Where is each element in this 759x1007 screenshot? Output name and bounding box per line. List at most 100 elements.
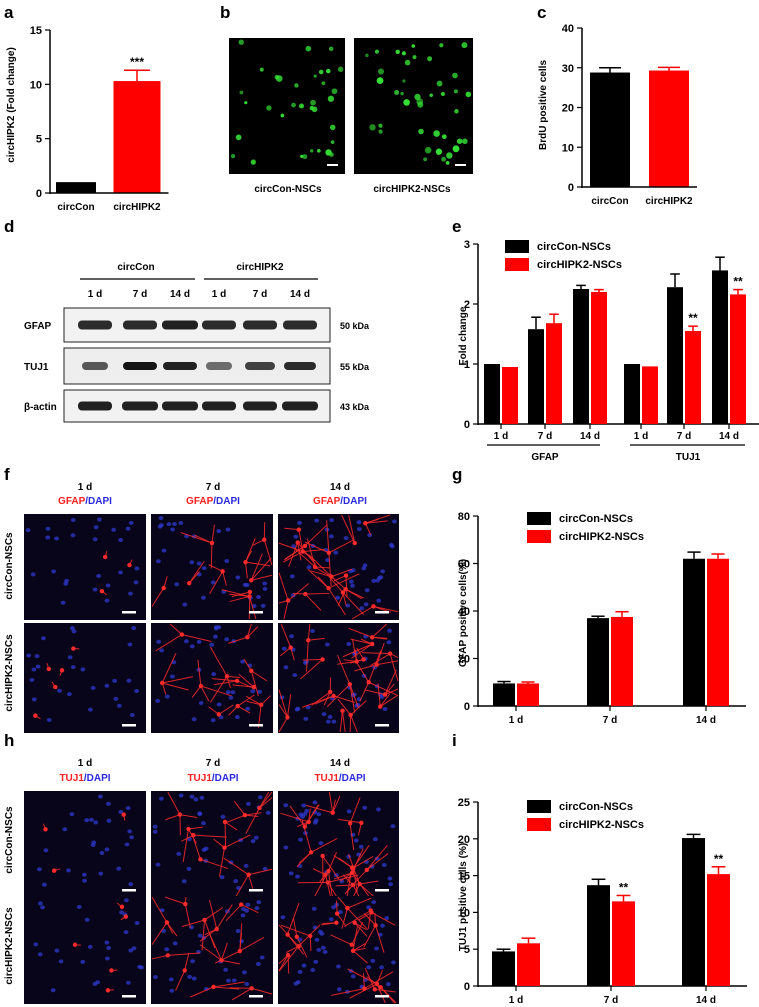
dapi-nucleus: [127, 829, 133, 834]
dapi-nucleus: [128, 520, 134, 525]
cell-process: [201, 919, 206, 951]
cell-process: [278, 689, 288, 718]
cell-process: [352, 943, 366, 952]
cell-nucleus: [454, 109, 459, 114]
cell-nucleus: [330, 140, 335, 144]
dapi-nucleus: [377, 576, 382, 581]
dapi-nucleus: [331, 719, 337, 724]
cell-process: [304, 541, 330, 554]
legend-label: circCon-NSCs: [559, 801, 633, 813]
cell-process: [101, 590, 107, 596]
dapi-nucleus: [225, 527, 231, 532]
dapi-nucleus: [313, 959, 319, 964]
cell-process: [346, 867, 354, 883]
cell-process: [280, 623, 292, 648]
cell-process: [345, 575, 348, 598]
cell-process: [389, 653, 399, 659]
cell-process: [120, 916, 127, 921]
cell-process: [305, 804, 333, 814]
h-column-headers: 1 d TUJ1/DAPI 7 d TUJ1/DAPI 14 d TUJ1/DA…: [59, 758, 365, 784]
y-tick-label: 0: [464, 419, 470, 431]
dapi-nucleus: [92, 587, 98, 592]
cell-process: [219, 847, 225, 877]
cell-process: [359, 880, 379, 885]
panel-label-d: d: [4, 217, 14, 236]
cell-process: [243, 658, 252, 672]
cell-process: [155, 634, 183, 652]
dapi-nucleus: [70, 533, 76, 538]
cell-process: [246, 623, 252, 638]
cell-process: [349, 684, 356, 713]
d-day-label: 1 d: [212, 289, 226, 300]
h-day-1: 1 d: [78, 758, 92, 769]
dapi-nucleus: [291, 544, 297, 549]
cell-nucleus: [331, 88, 338, 95]
dapi-nucleus: [390, 824, 396, 829]
dapi-nucleus: [322, 949, 328, 954]
cell-process: [194, 534, 213, 544]
cell-process: [351, 872, 370, 898]
cell-process: [332, 795, 341, 813]
panel-c-ylabel: BrdU positive cells: [538, 60, 549, 150]
bar-circHIPK2-NSCs: [611, 616, 633, 706]
cell-process: [290, 647, 295, 661]
x-tick-label: 1 d: [494, 431, 508, 442]
dapi-nucleus: [253, 835, 259, 840]
dapi-nucleus: [97, 517, 102, 522]
cell-process: [374, 988, 396, 993]
dapi-nucleus: [244, 982, 250, 987]
x-tick-label: 7 d: [538, 431, 552, 442]
dapi-nucleus: [381, 862, 387, 867]
scale-bar: [122, 611, 136, 614]
y-tick-label: 1: [464, 359, 470, 371]
bar-circCon-NSCs: [528, 329, 544, 424]
cell-nucleus: [302, 154, 308, 160]
x-tick-label: 14 d: [580, 431, 600, 442]
dapi-nucleus: [387, 876, 393, 881]
y-tick-label: 0: [568, 182, 574, 194]
cell-process: [350, 700, 367, 716]
dapi-nucleus: [290, 593, 296, 598]
dapi-nucleus: [265, 810, 271, 815]
cell-process: [189, 986, 214, 998]
cell-nucleus: [401, 51, 406, 56]
cell-process: [321, 922, 337, 926]
cell-process: [361, 652, 391, 655]
dapi-nucleus: [89, 817, 94, 822]
cell-process: [244, 562, 248, 579]
dapi-nucleus: [70, 517, 76, 522]
cell-process: [184, 896, 187, 905]
cell-process: [228, 705, 239, 716]
dapi-nucleus: [127, 642, 133, 647]
micrograph-background: [24, 896, 146, 1004]
cell-process: [368, 650, 382, 683]
dapi-nucleus: [159, 908, 165, 913]
y-tick-label: 0: [464, 701, 470, 713]
cell-process: [164, 896, 186, 905]
blot-band: [122, 401, 158, 411]
dapi-nucleus: [356, 527, 362, 532]
dapi-nucleus: [240, 913, 246, 918]
dapi-nucleus: [336, 987, 342, 992]
cell-process: [165, 814, 181, 821]
cell-process: [151, 587, 165, 607]
dapi-nucleus: [29, 677, 35, 682]
dapi-nucleus: [125, 980, 131, 985]
blot-band: [206, 362, 232, 370]
panel-g-ylabel: GFAP positive cells(%): [458, 559, 469, 667]
scale-bar: [249, 889, 263, 892]
dapi-nucleus: [318, 841, 324, 846]
dapi-nucleus: [87, 944, 93, 949]
significance-mark: **: [688, 311, 698, 325]
bar-circCon-NSCs: [624, 364, 640, 424]
cell-nucleus: [429, 93, 433, 97]
cell-process: [353, 855, 374, 869]
cell-process: [289, 805, 306, 827]
b-caption-circcon: circCon-NSCs: [254, 184, 322, 195]
cell-process: [151, 922, 168, 945]
cell-process: [357, 822, 362, 836]
dapi-nucleus: [223, 967, 229, 972]
cell-process: [293, 592, 306, 595]
cell-nucleus: [305, 45, 312, 52]
cell-process: [364, 689, 386, 696]
